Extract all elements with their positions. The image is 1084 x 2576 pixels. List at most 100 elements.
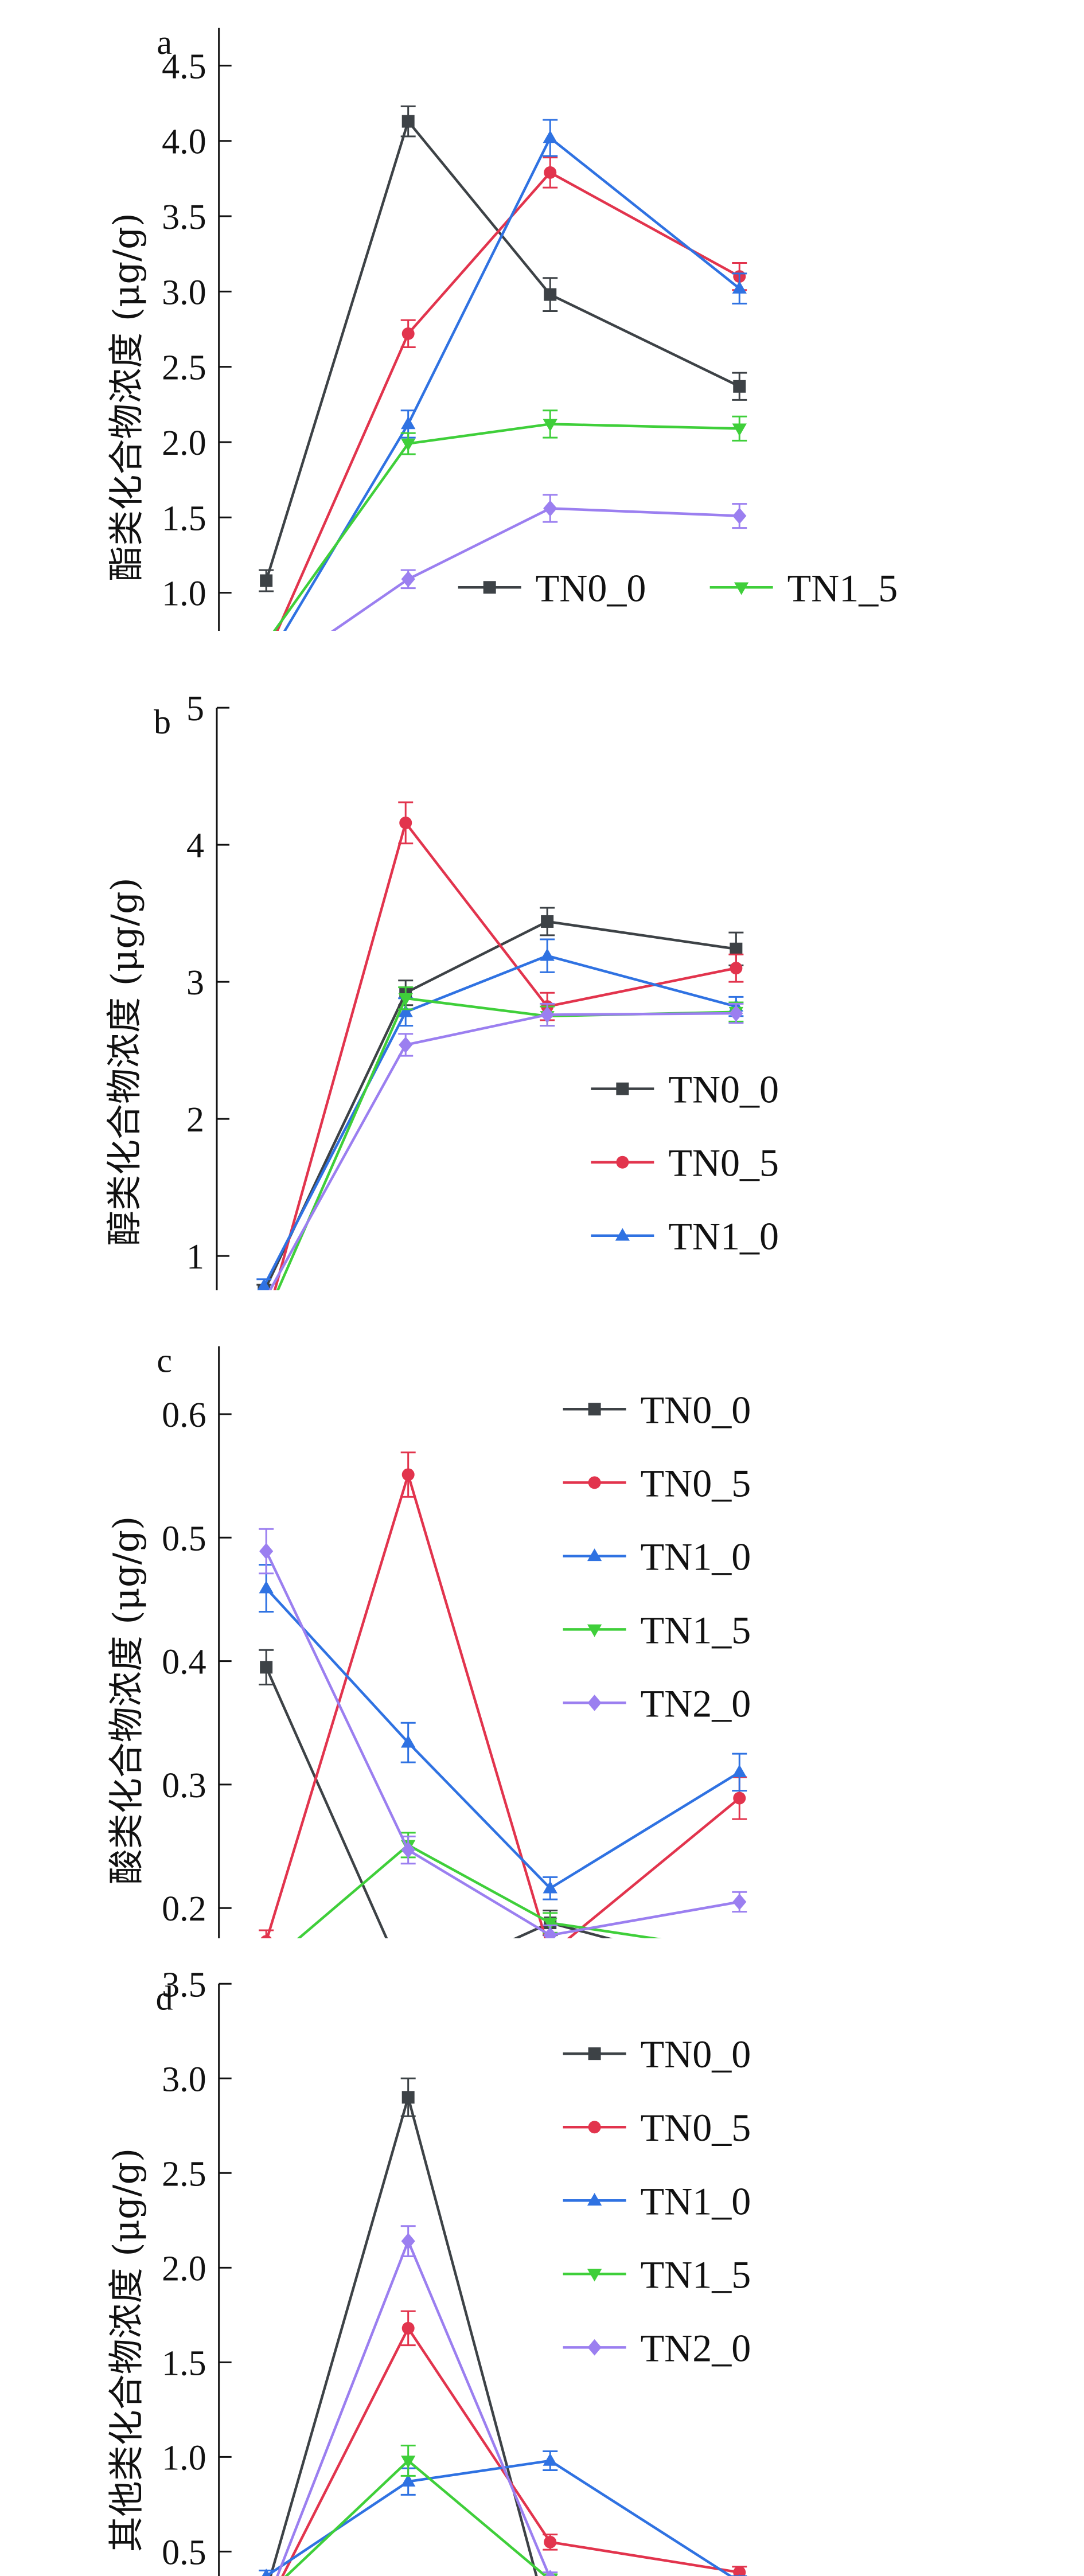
data-point <box>260 1935 272 1938</box>
y-tick-label: 4 <box>186 826 204 865</box>
panel-label: b <box>154 703 171 741</box>
legend-marker <box>588 2121 601 2134</box>
legend-item-TN0_0: TN0_0 <box>563 2032 751 2076</box>
y-tick-label: 3 <box>186 963 204 1002</box>
y-axis-title: 其他类化合物浓度 (μg/g) <box>106 2148 147 2552</box>
y-tick-label: 3.5 <box>162 1965 206 2004</box>
data-point <box>398 1004 413 1017</box>
y-tick-label: 1 <box>186 1238 204 1277</box>
series-line <box>263 920 736 1290</box>
series-line <box>265 120 740 581</box>
panel-label: c <box>157 1342 172 1380</box>
legend-item-TN1_0: TN1_0 <box>563 2179 751 2223</box>
series-line <box>297 1844 662 1938</box>
data-point <box>401 115 415 128</box>
data-point <box>401 2474 416 2487</box>
y-tick-label: 2 <box>186 1100 204 1139</box>
data-point <box>401 2456 416 2469</box>
series-TN2_0 <box>268 1002 744 1290</box>
data-point <box>733 2566 746 2576</box>
legend-marker <box>588 1403 601 1416</box>
legend-label: TN1_5 <box>641 2253 751 2296</box>
y-tick-label: 0.5 <box>162 2533 206 2572</box>
data-point <box>540 948 555 961</box>
y-tick-label: 3.5 <box>162 198 206 237</box>
legend-label: TN1_5 <box>668 1288 779 1290</box>
y-tick-label: 3.0 <box>162 273 206 312</box>
data-point <box>543 1880 557 1894</box>
series-line <box>284 2459 548 2576</box>
data-point <box>257 1278 271 1290</box>
data-point <box>543 419 557 432</box>
data-point <box>738 2574 741 2576</box>
legend-marker <box>587 2269 602 2282</box>
chart-panel-d: 00.51.01.52.02.53.03.50246810发酵时间 (d)其他类… <box>106 1965 751 2576</box>
data-point <box>732 280 747 294</box>
data-point <box>401 2091 415 2104</box>
legend-label: TN1_0 <box>641 2179 751 2223</box>
y-axis-title: 醇类化合物浓度 (μg/g) <box>103 877 145 1246</box>
series-line <box>283 136 740 631</box>
legend-label: TN0_0 <box>641 2032 751 2076</box>
data-point <box>543 130 557 143</box>
data-point <box>259 1543 274 1560</box>
data-point <box>543 2453 557 2466</box>
series-TN2_0 <box>259 1528 747 1938</box>
legend-item-TN0_0: TN0_0 <box>591 1068 779 1111</box>
data-point <box>733 380 746 393</box>
legend-label: TN1_0 <box>641 1535 751 1578</box>
y-tick-label: 1.5 <box>162 499 206 538</box>
data-point <box>260 1661 273 1674</box>
series-line <box>265 1550 740 1937</box>
legend-item-TN1_5: TN1_5 <box>563 2253 751 2296</box>
legend-label: TN0_5 <box>641 2106 751 2149</box>
data-point <box>543 1918 557 1931</box>
y-tick-label: 0.6 <box>162 1396 206 1435</box>
legend-marker <box>587 2193 602 2206</box>
series-line <box>266 1473 740 1938</box>
series-TN0_0 <box>259 105 747 592</box>
legend-item-TN1_5: TN1_5 <box>709 566 898 610</box>
legend-label: TN1_0 <box>668 1215 779 1258</box>
legend-item-TN1_0: TN1_0 <box>563 1535 751 1578</box>
legend-label: TN0_5 <box>641 1461 751 1505</box>
series-TN1_0 <box>283 119 747 631</box>
legend-label: TN1_5 <box>787 566 898 610</box>
data-point <box>730 942 743 955</box>
data-point <box>543 1927 557 1938</box>
y-tick-label: 5 <box>186 689 204 728</box>
legend-label: TN2_0 <box>641 1681 751 1725</box>
data-point <box>399 1036 413 1053</box>
legend-marker <box>587 1548 602 1562</box>
data-point <box>733 1792 746 1805</box>
data-point <box>732 1894 747 1910</box>
data-point <box>401 1468 415 1481</box>
series-TN2_0 <box>331 494 747 631</box>
series-TN0_5 <box>281 2310 747 2576</box>
series-line <box>265 1666 613 1938</box>
y-tick-label: 0.5 <box>162 1519 206 1558</box>
data-point <box>401 571 415 588</box>
legend-item-TN1_5: TN1_5 <box>563 1608 751 1652</box>
data-point <box>544 166 557 179</box>
data-point <box>544 288 557 301</box>
legend-marker <box>588 2047 601 2060</box>
legend-item-TN2_0: TN2_0 <box>563 1681 751 1725</box>
y-tick-label: 0.3 <box>162 1766 206 1805</box>
series-TN1_5 <box>297 1832 662 1938</box>
legend-label: TN1_5 <box>641 1608 751 1652</box>
legend-item-TN0_5: TN0_5 <box>591 1141 779 1185</box>
y-axis-title: 酯类化合物浓度 (μg/g) <box>106 213 147 581</box>
chart-panel-c: 0.10.20.30.40.50.60246810发酵时间 (d)酸类化合物浓度… <box>106 1342 751 1938</box>
series-TN1_5 <box>284 2445 558 2576</box>
y-tick-label: 1.0 <box>162 575 206 614</box>
series-line <box>281 2327 740 2576</box>
series-line <box>276 171 740 631</box>
series-line <box>331 507 740 631</box>
series-line <box>265 1587 740 1890</box>
legend-label: TN0_0 <box>668 1068 779 1111</box>
data-point <box>729 1005 743 1022</box>
data-point <box>543 500 557 517</box>
